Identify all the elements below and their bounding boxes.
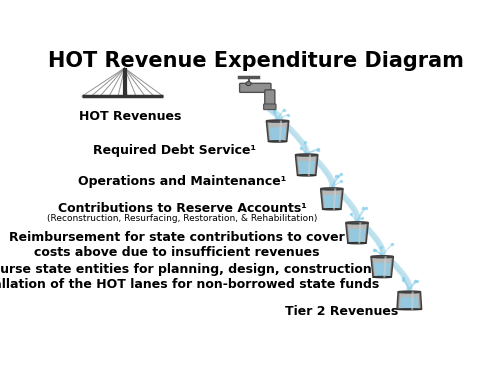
Text: Required Debt Service¹: Required Debt Service¹ <box>94 143 256 156</box>
Text: Tier 2 Revenues: Tier 2 Revenues <box>285 305 398 317</box>
Polygon shape <box>298 161 315 174</box>
Text: Operations and Maintenance¹: Operations and Maintenance¹ <box>78 175 287 188</box>
Text: HOT Revenue Expenditure Diagram: HOT Revenue Expenditure Diagram <box>48 51 464 71</box>
Text: HOT Revenues: HOT Revenues <box>79 110 182 123</box>
Ellipse shape <box>346 222 368 224</box>
Polygon shape <box>348 229 366 242</box>
Text: (Reconstruction, Resurfacing, Restoration, & Rehabilitation): (Reconstruction, Resurfacing, Restoratio… <box>48 214 318 223</box>
Ellipse shape <box>322 208 341 210</box>
Polygon shape <box>346 223 368 243</box>
FancyBboxPatch shape <box>240 83 271 92</box>
FancyBboxPatch shape <box>265 90 275 107</box>
Ellipse shape <box>320 188 343 190</box>
Ellipse shape <box>373 276 392 278</box>
Ellipse shape <box>296 154 318 156</box>
Polygon shape <box>266 121 289 141</box>
FancyBboxPatch shape <box>264 104 276 110</box>
Text: Reimburse state entities for planning, design, construction or
installation of t: Reimburse state entities for planning, d… <box>0 263 390 291</box>
Polygon shape <box>323 195 340 208</box>
Polygon shape <box>297 155 316 175</box>
Polygon shape <box>320 189 343 209</box>
Ellipse shape <box>371 256 394 258</box>
Polygon shape <box>374 263 391 276</box>
Polygon shape <box>399 292 420 309</box>
Ellipse shape <box>266 120 289 122</box>
Polygon shape <box>348 223 366 243</box>
Polygon shape <box>296 155 318 175</box>
Polygon shape <box>268 121 287 141</box>
Polygon shape <box>269 127 286 141</box>
Ellipse shape <box>268 141 287 142</box>
Text: Reimbursement for state contributions to cover
costs above due to insufficient r: Reimbursement for state contributions to… <box>9 231 344 259</box>
Polygon shape <box>397 292 421 309</box>
Ellipse shape <box>298 175 316 176</box>
Ellipse shape <box>397 309 421 310</box>
Polygon shape <box>322 189 342 208</box>
Text: Contributions to Reserve Accounts¹: Contributions to Reserve Accounts¹ <box>58 202 307 215</box>
Polygon shape <box>371 257 394 277</box>
Polygon shape <box>400 297 418 308</box>
Polygon shape <box>372 257 392 276</box>
Ellipse shape <box>398 291 420 293</box>
Circle shape <box>246 81 251 86</box>
Ellipse shape <box>348 243 366 244</box>
